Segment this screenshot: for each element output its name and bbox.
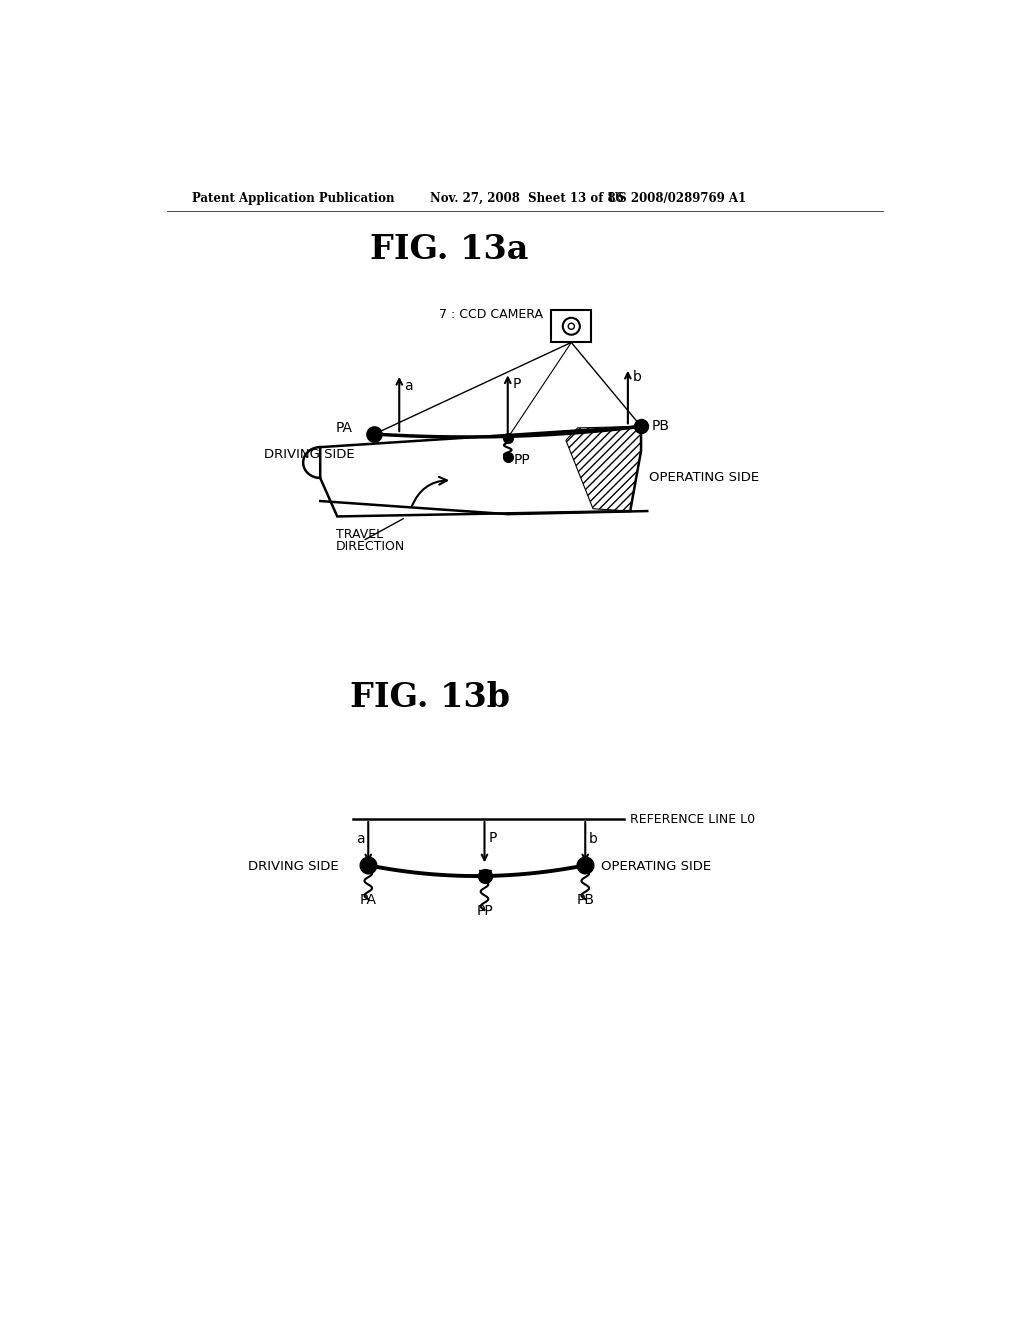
Text: FIG. 13b: FIG. 13b xyxy=(350,681,510,714)
Text: b: b xyxy=(589,832,598,846)
Text: OPERATING SIDE: OPERATING SIDE xyxy=(649,471,759,484)
Text: TRAVEL: TRAVEL xyxy=(336,528,383,541)
Text: DRIVING SIDE: DRIVING SIDE xyxy=(248,861,339,874)
Text: PB: PB xyxy=(652,420,670,433)
Text: PA: PA xyxy=(359,892,377,907)
Text: OPERATING SIDE: OPERATING SIDE xyxy=(601,861,711,874)
Text: PP: PP xyxy=(476,904,493,917)
Text: DRIVING SIDE: DRIVING SIDE xyxy=(263,449,354,462)
Text: Nov. 27, 2008  Sheet 13 of 86: Nov. 27, 2008 Sheet 13 of 86 xyxy=(430,191,624,205)
Polygon shape xyxy=(321,426,641,516)
Text: Patent Application Publication: Patent Application Publication xyxy=(191,191,394,205)
Polygon shape xyxy=(551,310,592,342)
Text: REFERENCE LINE L0: REFERENCE LINE L0 xyxy=(630,813,756,825)
Circle shape xyxy=(568,323,574,330)
FancyArrowPatch shape xyxy=(412,477,446,506)
Text: a: a xyxy=(355,832,365,846)
Text: PA: PA xyxy=(336,421,352,434)
Text: P: P xyxy=(488,830,497,845)
Text: P: P xyxy=(512,378,521,391)
Text: PB: PB xyxy=(577,892,594,907)
Circle shape xyxy=(563,318,580,335)
Text: DIRECTION: DIRECTION xyxy=(336,540,404,553)
Text: FIG. 13a: FIG. 13a xyxy=(371,232,528,265)
Text: PP: PP xyxy=(514,453,530,467)
Text: a: a xyxy=(403,379,413,392)
Text: US 2008/0289769 A1: US 2008/0289769 A1 xyxy=(608,191,746,205)
Text: 7 : CCD CAMERA: 7 : CCD CAMERA xyxy=(439,308,544,321)
Text: b: b xyxy=(633,370,641,384)
